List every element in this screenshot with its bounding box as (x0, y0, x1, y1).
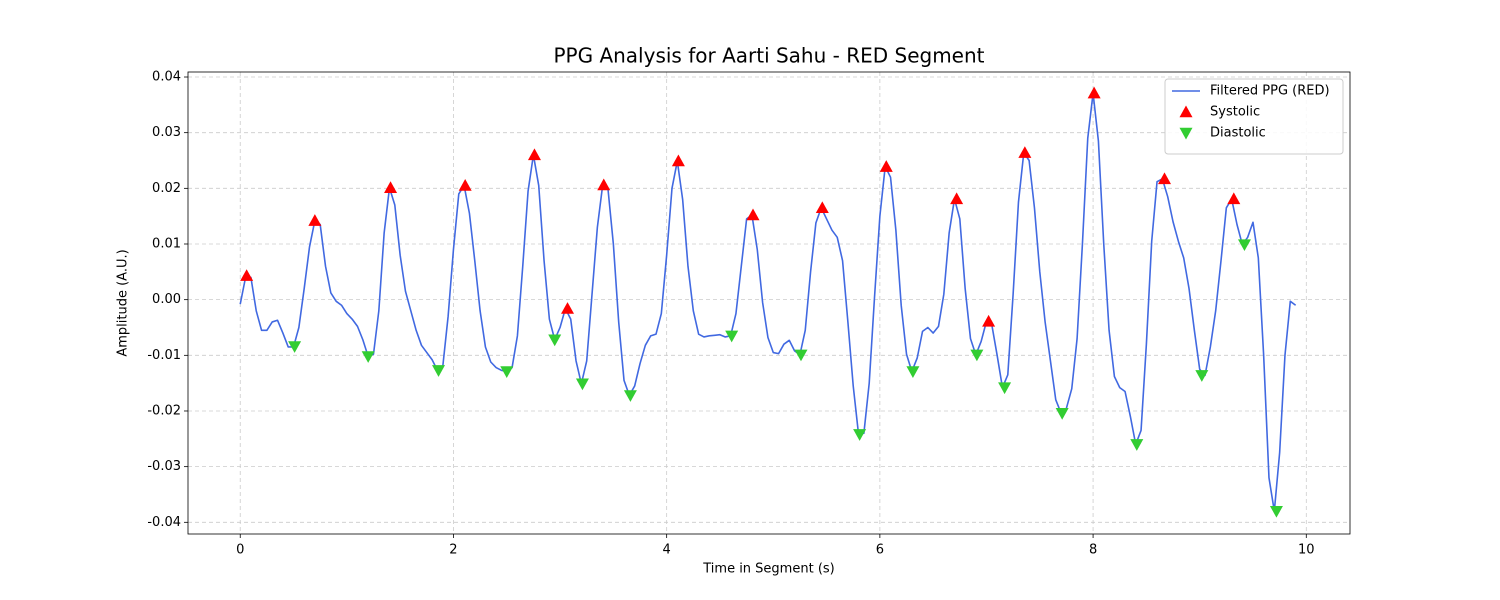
y-tick-label: 0.04 (152, 70, 181, 85)
diastolic-marker (853, 429, 867, 441)
legend: Filtered PPG (RED) Systolic Diastolic (1164, 78, 1344, 155)
diastolic-marker (970, 349, 984, 362)
legend-label: Diastolic (1210, 126, 1266, 141)
legend-box (1164, 78, 1344, 155)
diastolic-marker (1237, 239, 1251, 252)
diastolic-marker (500, 366, 514, 378)
systolic-marker (561, 302, 575, 314)
diastolic-marker (432, 365, 446, 377)
y-tick-label: 0.01 (152, 236, 181, 251)
ppg-line (239, 92, 1297, 512)
legend-swatch (1179, 127, 1193, 140)
y-tick-label: 0.00 (152, 292, 181, 307)
systolic-marker (671, 154, 685, 167)
diastolic-marker (548, 334, 562, 347)
diastolic-marker (1055, 408, 1069, 420)
legend-swatch (1179, 105, 1193, 118)
y-tick-label: -0.03 (147, 459, 181, 474)
systolic-marker (746, 208, 760, 221)
systolic-marker (879, 160, 893, 172)
systolic-marker (240, 269, 254, 281)
diastolic-marker (794, 349, 808, 362)
diastolic-marker (998, 382, 1012, 395)
data-layer (239, 86, 1297, 518)
diastolic-marker (288, 341, 302, 353)
y-tick-label: -0.01 (147, 348, 181, 363)
x-tick-label: 8 (1089, 543, 1097, 558)
x-tick-label: 4 (663, 543, 671, 558)
systolic-marker (815, 201, 829, 214)
systolic-marker (384, 181, 398, 193)
diastolic-marker (361, 351, 375, 363)
systolic-marker (1018, 146, 1032, 158)
chart-title: PPG Analysis for Aarti Sahu - RED Segmen… (553, 44, 984, 68)
diastolic-marker (1269, 505, 1283, 518)
diastolic-marker (725, 330, 739, 343)
diastolic-marker (906, 366, 920, 378)
legend-label: Systolic (1210, 105, 1260, 120)
diastolic-marker (1130, 439, 1144, 451)
systolic-marker (982, 314, 996, 327)
x-tick-label: 6 (876, 543, 884, 558)
x-tick-label: 0 (236, 543, 244, 558)
systolic-marker (950, 192, 964, 205)
diastolic-marker (1195, 370, 1209, 382)
y-tick-label: -0.04 (147, 515, 181, 530)
plot-frame (187, 71, 1351, 535)
systolic-marker (1158, 172, 1172, 185)
y-tick-label: 0.02 (152, 181, 181, 196)
systolic-marker (1087, 86, 1101, 99)
x-tick-label: 2 (449, 543, 457, 558)
x-axis-label: Time in Segment (s) (702, 562, 834, 577)
systolic-marker (458, 179, 472, 191)
x-tick-label: 10 (1298, 543, 1315, 558)
y-tick-label: -0.02 (147, 403, 181, 418)
systolic-marker (308, 214, 322, 226)
systolic-marker (597, 178, 611, 191)
diastolic-marker (623, 390, 637, 402)
legend-label: Filtered PPG (RED) (1210, 84, 1330, 99)
systolic-marker (527, 148, 541, 161)
systolic-marker (1227, 192, 1241, 205)
y-tick-label: 0.03 (152, 125, 181, 140)
diastolic-marker (575, 378, 589, 391)
y-axis-label: Amplitude (A.U.) (116, 249, 131, 356)
